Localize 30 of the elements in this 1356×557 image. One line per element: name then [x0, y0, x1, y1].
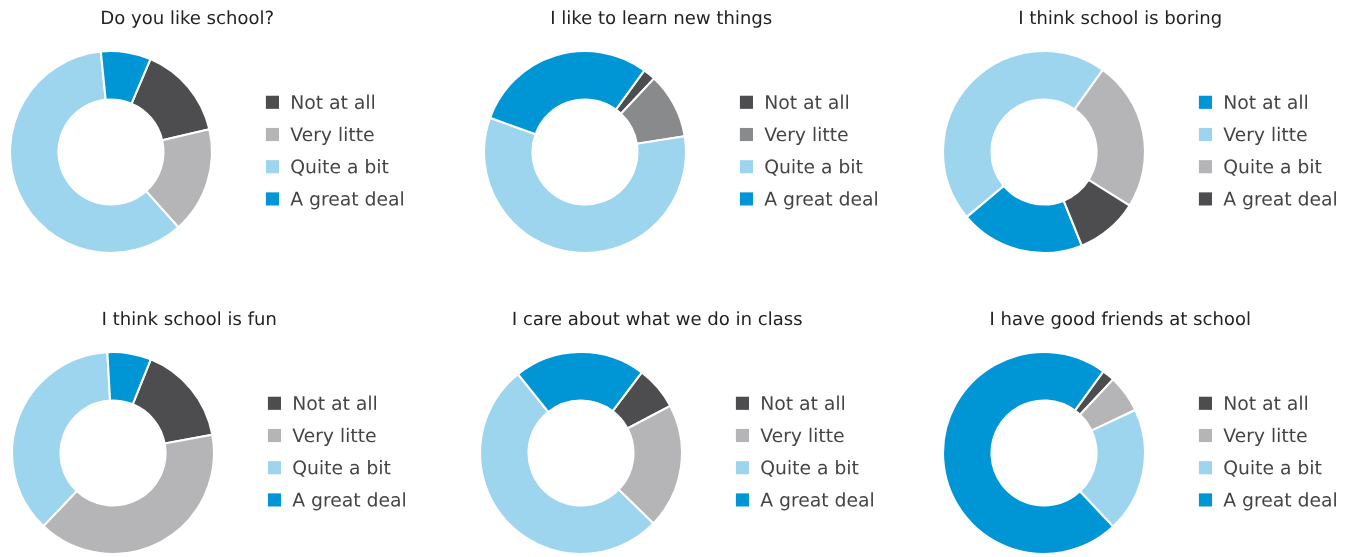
- legend-label: Quite a bit: [293, 460, 391, 477]
- legend-label: Not at all: [294, 395, 377, 411]
- chart-title: I care about what we do in class: [513, 311, 802, 326]
- legend-label: A great deal: [760, 492, 873, 511]
- legend-label: Not at all: [1225, 395, 1308, 411]
- legend-label: A great deal: [1223, 492, 1336, 511]
- legend-label: Not at all: [292, 94, 375, 110]
- chart-title: I think school is boring: [1020, 10, 1221, 28]
- chart-title: I think school is fun: [103, 311, 276, 326]
- legend-label: Not at all: [766, 94, 849, 110]
- legend-label: Very litte: [764, 126, 848, 145]
- chart-title: Do you like school?: [102, 10, 273, 28]
- legend-label: Very litte: [290, 126, 374, 145]
- chart-title: I like to learn new things: [552, 10, 772, 28]
- legend-label: Quite a bit: [765, 159, 863, 176]
- legend-label: A great deal: [290, 191, 403, 210]
- legend-label: Very litte: [760, 427, 844, 446]
- legend-label: A great deal: [764, 191, 877, 210]
- legend-label: Very litte: [1223, 427, 1307, 446]
- legend-label: A great deal: [292, 492, 405, 511]
- legend-label: Very litte: [292, 427, 376, 446]
- chart-title: I have good friends at school: [991, 311, 1250, 329]
- legend-label: Quite a bit: [761, 460, 859, 477]
- legend-label: Not at all: [1225, 94, 1308, 110]
- legend-label: Quite a bit: [1224, 460, 1322, 477]
- legend-label: Not at all: [762, 395, 845, 411]
- legend-label: Very litte: [1223, 126, 1307, 145]
- legend-label: Quite a bit: [291, 159, 389, 176]
- legend-label: A great deal: [1223, 191, 1336, 210]
- legend-label: Quite a bit: [1224, 159, 1322, 176]
